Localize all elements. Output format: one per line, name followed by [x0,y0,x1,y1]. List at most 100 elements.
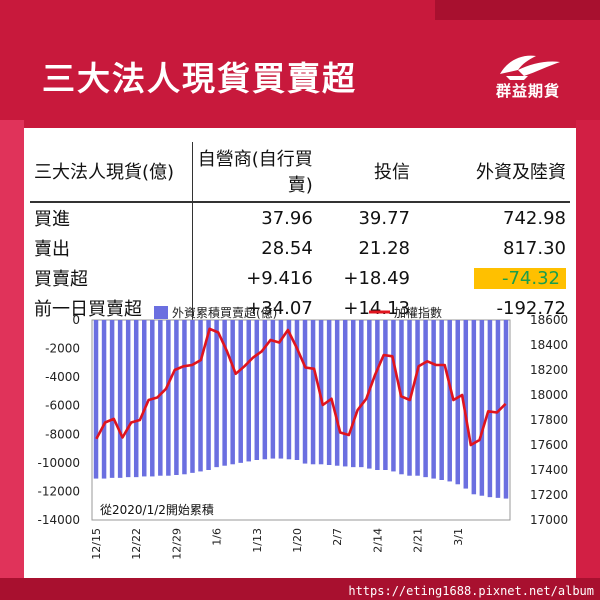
right-axis-tick-label: 17800 [530,413,568,427]
bar-mark [141,320,147,477]
bar-mark [383,320,388,470]
left-axis-tick-label: -12000 [37,484,80,498]
footer-bar [0,578,600,600]
dealer-value: +34.07 [246,297,313,319]
brand-logo: 群益期貨 [488,50,568,100]
bar-mark [101,320,107,479]
institutional-trading-table: 三大法人現貨(億) 自營商(自行買賣) 投信 外資及陸資 買進 37.96 39… [30,142,570,323]
trust-value: +18.49 [343,267,410,289]
bar-mark [423,320,428,478]
bar-mark [198,320,203,472]
foreign-value: -192.72 [496,297,566,319]
bar-mark [133,320,139,478]
legend-bar-label: 外資累積買賣超(億) [172,305,277,320]
bar-mark [190,320,195,473]
bar-mark [254,320,260,460]
row-label: 賣出 [30,233,193,263]
bar-mark [503,320,509,499]
bar-mark [294,320,300,460]
bar-mark [463,320,469,489]
right-axis-tick-label: 18200 [530,363,568,377]
bar-mark [117,320,123,478]
bar-mark [246,320,252,462]
foreign-value: 742.98 [503,207,566,229]
x-axis-tick-label: 1/20 [291,528,304,553]
left-axis-tick-label: -10000 [37,456,80,470]
index-line [95,327,507,447]
legend-bar-swatch [154,306,168,319]
foreign-net-value: -74.32 [473,267,566,289]
brand-name: 群益期貨 [495,82,560,100]
foreign-value: 817.30 [503,237,566,259]
legend-line-label: 加權指數 [394,305,442,320]
bar-mark [479,320,485,496]
bar-mark [222,320,227,466]
bird-logo-icon [500,55,560,80]
combo-chart: 0 -2000 -4000 -6000 -8000 -10000 -12000 -14000 1… [37,305,568,560]
right-axis-tick-label: 18000 [530,388,568,402]
bar-mark [439,320,444,480]
bar-mark [238,320,243,463]
trust-value: 21.28 [358,237,410,259]
table-row: 賣出 28.54 21.28 817.30 [30,233,570,263]
bar-mark [455,320,461,485]
bar-mark [391,320,396,472]
bar-mark [342,320,348,467]
bar-mark [447,320,452,482]
left-axis-tick-label: 0 [72,313,80,327]
bar-mark [214,320,219,468]
bar-mark [278,320,284,459]
left-axis-tick-label: -14000 [37,513,80,527]
header-background [0,0,600,128]
bar-mark [487,320,493,498]
left-accent-strip [0,120,24,580]
bar-mark [174,320,179,475]
bar-mark [334,320,340,466]
dealer-value: 28.54 [261,237,313,259]
column-header: 自營商(自行買賣) [192,142,317,203]
dealer-value: +9.416 [246,267,313,289]
right-axis-tick-label: 18600 [530,313,568,327]
bar-mark [270,320,276,459]
left-axis-tick-label: -2000 [45,342,80,356]
column-header: 三大法人現貨(億) [30,142,193,203]
page-title: 三大法人現貨買賣超 [42,59,357,98]
bar-mark [93,320,99,479]
foreign-value-highlight: -74.32 [414,263,570,293]
plot-area [91,319,511,521]
bar-mark [125,320,131,478]
bar-mark [471,320,477,495]
dealer-value: 37.96 [261,207,313,229]
bar-mark [182,320,187,475]
column-header: 外資及陸資 [413,142,570,203]
bar-mark [262,320,268,460]
x-axis-tick-label: 12/22 [130,528,143,560]
left-axis-tick-label: -8000 [45,427,80,441]
bar-mark [431,320,436,479]
x-axis-tick-label: 2/21 [412,528,425,553]
right-axis-tick-label: 17000 [530,513,568,527]
table-row: 買進 37.96 39.77 742.98 [30,202,570,233]
right-axis-tick-label: 18400 [530,338,568,352]
x-axis-tick-label: 12/29 [170,528,183,560]
table-row: 買賣超 +9.416 +18.49 -74.32 [30,263,570,293]
bar-mark [495,320,501,498]
right-axis-tick-label: 17400 [530,463,568,477]
right-axis-tick-label: 17200 [530,488,568,502]
bar-mark [206,320,211,470]
x-axis-tick-label: 2/14 [371,528,384,553]
chart-note: 從2020/1/2開始累積 [100,502,214,517]
bar-mark [375,320,380,470]
bar-mark [326,320,332,465]
bar-mark [302,320,308,464]
bar-mark [415,320,420,476]
right-axis-tick-label: 17600 [530,438,568,452]
header-accent [435,0,600,20]
x-axis-tick-label: 1/13 [251,528,264,553]
x-axis-tick-label: 1/6 [211,528,224,546]
row-label: 買賣超 [30,263,193,293]
column-header: 投信 [316,142,414,203]
footer-url: https://eting1688.pixnet.net/album [348,584,594,598]
bar-mark [310,320,316,465]
bar-mark [350,320,356,468]
